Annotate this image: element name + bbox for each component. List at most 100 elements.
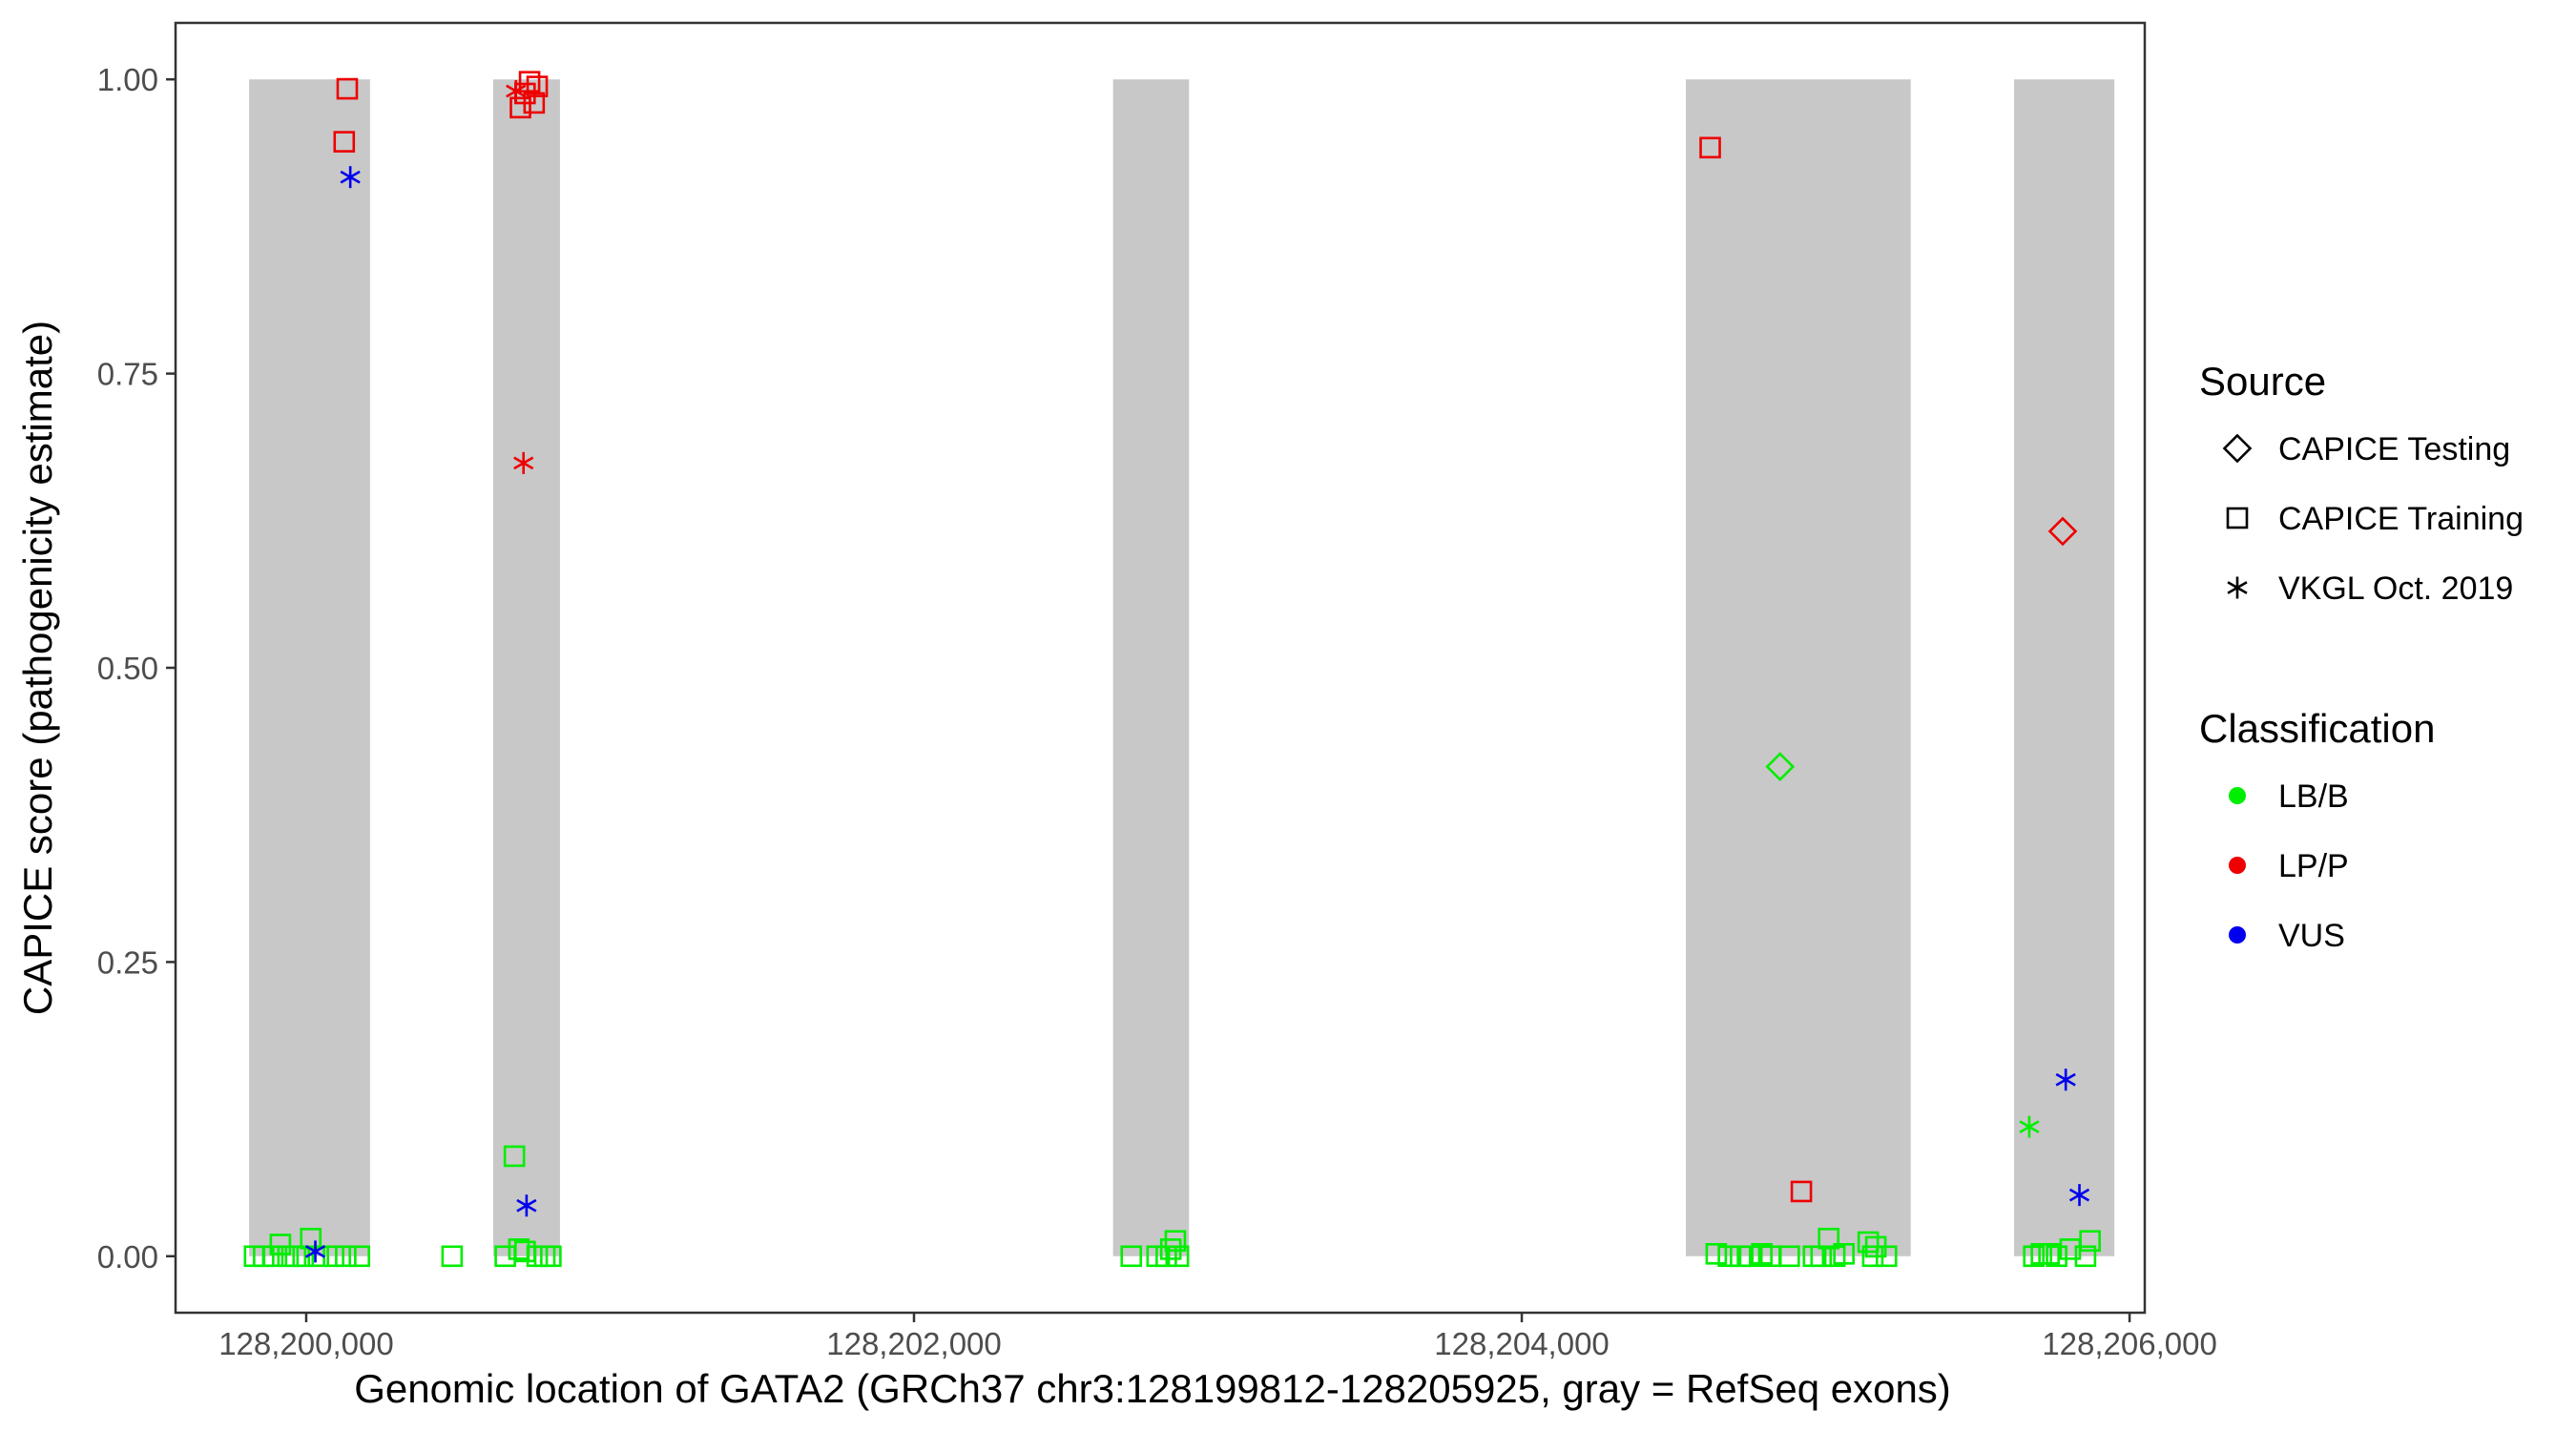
legend-source-item: VKGL Oct. 2019 [2227,570,2513,607]
data-point [2038,1243,2060,1265]
data-point [1159,1238,1182,1260]
data-point [516,1194,537,1217]
marker-asterisk [2055,1068,2076,1091]
marker-square [2226,507,2249,529]
data-point [1765,752,1796,781]
marker-square [1818,1227,1840,1250]
data-point [261,1245,284,1268]
data-point [2068,1184,2090,1207]
exon-shading-group [249,79,2115,1256]
marker-square [540,1245,562,1268]
marker-square [526,75,549,97]
marker-asterisk [304,1240,326,1263]
legend-source-items: CAPICE Testing CAPICE Training VKGL Oct. 2… [2222,431,2524,607]
x-tick-label: 128,206,000 [2042,1326,2217,1361]
data-point [1833,1243,1855,1265]
legend-classification-item: VUS [2229,918,2345,954]
legend: Source CAPICE Testing CAPICE Training VKGL… [2199,359,2524,954]
data-point [1699,136,1721,159]
marker-square [523,92,546,114]
x-axis-label: Genomic location of GATA2 (GRCh37 chr3:1… [354,1366,1951,1411]
legend-classification-label: VUS [2278,918,2345,954]
marker-diamond [2047,516,2078,547]
marker-diamond [2222,433,2253,464]
legend-classification-label: LB/B [2278,778,2349,815]
data-point [1810,1245,1833,1268]
marker-square [2023,1245,2046,1268]
legend-source-label: CAPICE Testing [2278,431,2510,467]
marker-asterisk [513,451,534,474]
marker-square [1833,1243,1855,1265]
legend-square-icon [2226,507,2249,529]
legend-classification-item: LB/B [2229,778,2349,815]
data-point [1738,1245,1761,1268]
marker-square [1120,1245,1143,1268]
marker-square [518,71,541,93]
marker-square [1810,1245,1833,1268]
marker-square [509,96,531,119]
data-point [292,1245,315,1268]
data-point [336,77,359,100]
marker-square [1790,1180,1813,1203]
exon-region [1686,79,1911,1256]
data-point [348,1245,371,1268]
legend-dot-icon [2229,787,2246,804]
legend-source-title: Source [2199,359,2326,404]
legend-asterisk-icon [2227,576,2248,599]
exon-region [1112,79,1190,1256]
data-point [523,92,546,114]
exon-region [2014,79,2115,1256]
data-point [2047,516,2078,547]
marker-square [1875,1245,1898,1268]
data-point [540,1245,562,1268]
data-point [1120,1245,1143,1268]
marker-diamond [1765,752,1796,781]
legend-classification-item: LP/P [2229,848,2349,884]
x-tick-label: 128,200,000 [218,1326,394,1361]
legend-source-item: CAPICE Testing [2222,431,2510,467]
marker-dot [2229,857,2246,874]
data-point [1790,1180,1813,1203]
legend-source-item: CAPICE Training [2226,501,2524,537]
data-point [333,131,356,153]
data-point [1167,1245,1190,1268]
y-tick-label: 0.75 [97,357,158,392]
marker-square [1717,1245,1739,1268]
data-point [340,166,361,189]
marker-square [441,1245,464,1268]
data-point [2023,1245,2046,1268]
marker-square [2046,1245,2067,1268]
legend-source-label: VKGL Oct. 2019 [2278,570,2513,607]
marker-asterisk [2068,1184,2090,1207]
data-point [1705,1243,1728,1265]
marker-square [503,1145,526,1168]
marker-square [261,1245,284,1268]
marker-square [269,1234,292,1255]
marker-square [1167,1245,1190,1268]
data-point [513,451,534,474]
data-point [1717,1245,1739,1268]
y-tick-label: 0.00 [97,1239,158,1275]
marker-square [2038,1243,2060,1265]
marker-square [348,1245,371,1268]
data-point [269,1234,292,1255]
marker-square [336,77,359,100]
legend-source-label: CAPICE Training [2278,501,2524,537]
marker-square [2074,1245,2097,1268]
data-point [2055,1068,2076,1091]
data-point [509,96,531,119]
marker-square [2079,1230,2101,1253]
legend-dot-icon [2229,926,2246,944]
data-point [335,1245,357,1268]
marker-dot [2229,926,2246,944]
data-point [526,75,549,97]
legend-classification-title: Classification [2199,706,2435,751]
y-tick-label: 1.00 [97,62,158,97]
marker-square [292,1245,315,1268]
data-point [1164,1230,1187,1253]
x-axis: 128,200,000 128,202,000 128,204,000 128,206… [218,1313,2217,1361]
legend-classification-label: LP/P [2278,848,2349,884]
x-tick-label: 128,204,000 [1434,1326,1610,1361]
marker-square [1778,1245,1800,1268]
